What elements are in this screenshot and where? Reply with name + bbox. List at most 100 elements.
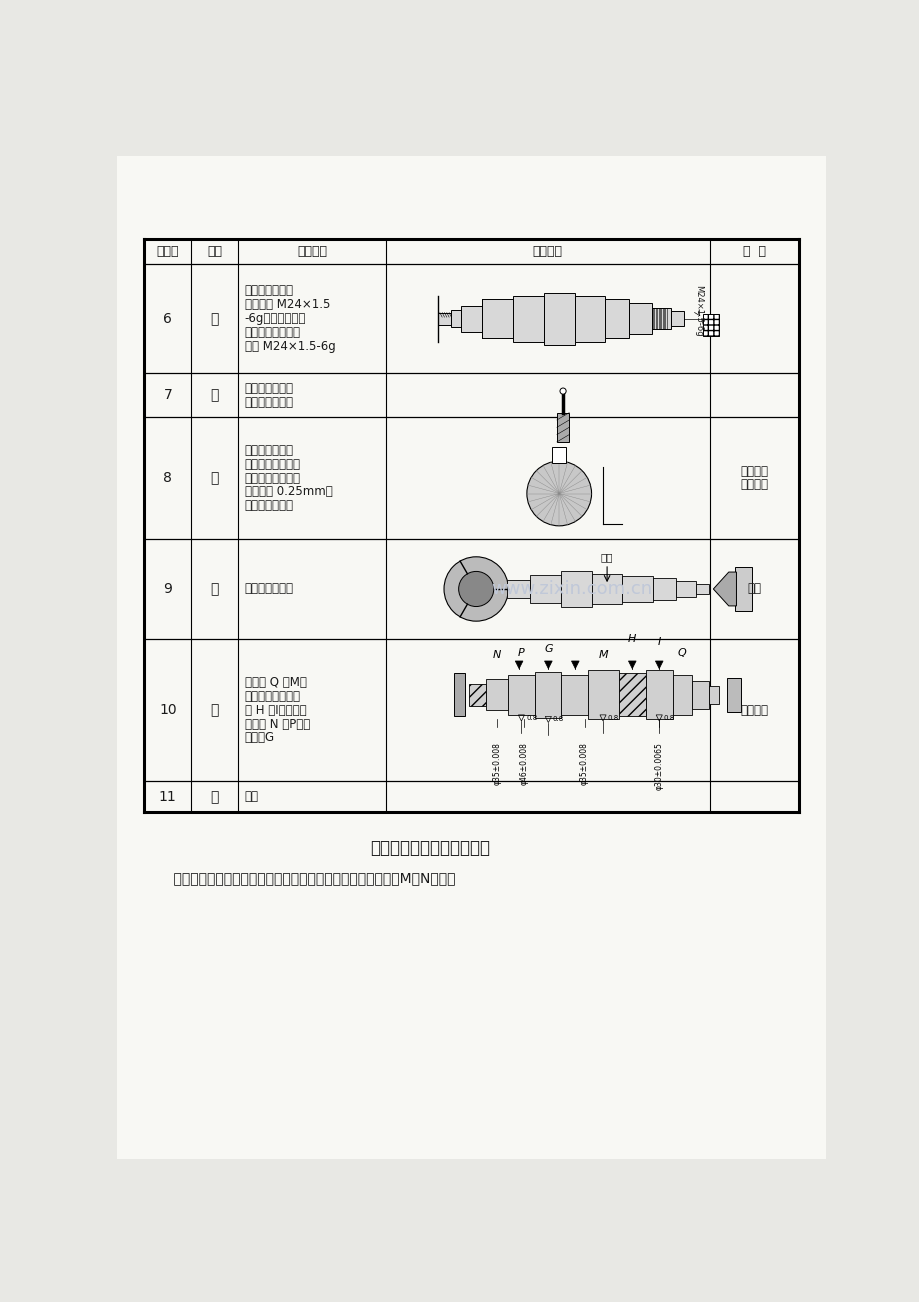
Text: 手摆: 手摆	[600, 552, 613, 562]
Polygon shape	[712, 572, 735, 605]
Text: 划键槽及一个止: 划键槽及一个止	[244, 381, 293, 395]
Bar	[726, 678, 740, 712]
Text: 检: 检	[210, 790, 219, 803]
Bar	[561, 570, 591, 608]
Polygon shape	[628, 661, 635, 669]
Bar	[482, 299, 513, 339]
Bar	[543, 293, 574, 345]
Text: 8: 8	[164, 471, 172, 486]
Text: 尖装夹，车另一端: 尖装夹，车另一端	[244, 326, 301, 339]
Bar	[675, 581, 695, 596]
Text: 一端螺纹 M24×1.5: 一端螺纹 M24×1.5	[244, 298, 330, 311]
Bar	[534, 672, 561, 717]
Bar	[734, 568, 751, 611]
Text: 0.8: 0.8	[552, 716, 563, 723]
Text: 加工简图: 加工简图	[532, 245, 562, 258]
Ellipse shape	[459, 572, 494, 607]
Bar	[605, 299, 628, 339]
Text: 台 H 和I。调头，: 台 H 和I。调头，	[244, 704, 306, 717]
Text: 槽深度比图纸规定: 槽深度比图纸规定	[244, 471, 301, 484]
Text: 镑: 镑	[210, 582, 219, 596]
Bar	[692, 681, 709, 708]
Text: 修研两端中心孔: 修研两端中心孔	[244, 582, 293, 595]
Text: 双顶尖装夹，车: 双顶尖装夹，车	[244, 285, 293, 297]
Bar	[574, 296, 605, 342]
Bar	[561, 674, 588, 715]
Text: 7: 7	[164, 388, 172, 402]
Text: 车: 车	[210, 311, 219, 326]
Text: φ46±0.008: φ46±0.008	[519, 742, 528, 785]
Text: P: P	[517, 647, 524, 658]
Polygon shape	[654, 661, 663, 669]
Text: 磨: 磨	[210, 703, 219, 717]
Text: （一）结构及技术条件分析: （一）结构及技术条件分析	[370, 838, 490, 857]
Bar	[529, 575, 561, 603]
Bar	[695, 583, 708, 595]
Bar	[460, 306, 482, 332]
Ellipse shape	[560, 388, 565, 395]
Bar	[453, 673, 465, 716]
Bar	[506, 579, 529, 598]
Text: 鸣两个键槽及一: 鸣两个键槽及一	[244, 444, 293, 457]
Ellipse shape	[444, 557, 508, 621]
Text: φ30±0.0065: φ30±0.0065	[654, 742, 663, 790]
Text: Q: Q	[677, 647, 686, 658]
Text: 10: 10	[159, 703, 176, 717]
Text: 磨外圆 N 和P，靠: 磨外圆 N 和P，靠	[244, 717, 310, 730]
Bar	[513, 296, 543, 342]
Bar	[673, 674, 692, 715]
Text: 0.8: 0.8	[526, 715, 537, 721]
Bar	[469, 684, 485, 706]
Text: φ35±0.008: φ35±0.008	[579, 742, 588, 785]
Text: 外圆磨床: 外圆磨床	[740, 704, 767, 717]
Text: M: M	[597, 650, 607, 660]
Text: 磨台肩G: 磨台肩G	[244, 732, 275, 745]
Bar	[651, 309, 670, 329]
Text: 工序内容: 工序内容	[297, 245, 327, 258]
Text: 螺纹 M24×1.5-6g: 螺纹 M24×1.5-6g	[244, 340, 335, 353]
Text: 鸣: 鸣	[210, 471, 219, 486]
Text: M24×1.5-6g: M24×1.5-6g	[693, 285, 702, 337]
Bar	[551, 448, 565, 462]
Bar	[652, 578, 675, 600]
Text: 尺寸多鸣 0.25mm，: 尺寸多鸣 0.25mm，	[244, 486, 332, 499]
Text: 11: 11	[159, 790, 176, 803]
Text: N: N	[492, 650, 501, 660]
Bar	[670, 311, 683, 327]
Text: 或立鸣床: 或立鸣床	[740, 478, 767, 491]
Bar	[628, 303, 651, 335]
Bar	[622, 575, 652, 602]
Text: 设  备: 设 备	[742, 245, 765, 258]
Polygon shape	[571, 661, 579, 669]
Polygon shape	[544, 661, 551, 669]
Bar	[591, 574, 622, 604]
Text: 工种: 工种	[207, 245, 222, 258]
Text: G: G	[543, 643, 552, 654]
Bar	[437, 312, 451, 326]
Text: H: H	[628, 634, 636, 644]
Text: 该轴为没有中心通孔的多阶梯轴。根据该零件工作图，其轴颈M、N，外圆: 该轴为没有中心通孔的多阶梯轴。根据该零件工作图，其轴颈M、N，外圆	[155, 871, 455, 885]
Text: 个止动垫圈槽，键: 个止动垫圈槽，键	[244, 458, 301, 471]
Bar	[588, 671, 618, 720]
Bar	[709, 686, 719, 704]
Bar	[485, 680, 507, 711]
Text: 车床: 车床	[746, 582, 760, 595]
Bar	[507, 674, 534, 715]
Bar	[645, 671, 673, 720]
Text: 动垫圈槽加工线: 动垫圈槽加工线	[244, 396, 293, 409]
Text: 磨外圆 Q 和M，: 磨外圆 Q 和M，	[244, 676, 306, 689]
Bar	[618, 673, 645, 716]
Polygon shape	[515, 661, 522, 669]
Text: 9: 9	[164, 582, 172, 596]
Bar	[451, 310, 460, 327]
Text: 工序号: 工序号	[156, 245, 179, 258]
Text: 6: 6	[164, 311, 172, 326]
Text: www.zixin.com.cn: www.zixin.com.cn	[491, 579, 652, 598]
Text: 并用砂轮端面靠磨: 并用砂轮端面靠磨	[244, 690, 301, 703]
Text: 作为磨削的余量: 作为磨削的余量	[244, 500, 293, 512]
Text: 0.8: 0.8	[664, 715, 675, 721]
Bar	[702, 314, 718, 336]
Text: 键槽鸣床: 键槽鸣床	[740, 465, 767, 478]
Text: -6g，调头，双顶: -6g，调头，双顶	[244, 312, 306, 326]
Text: φ35±0.008: φ35±0.008	[492, 742, 501, 785]
